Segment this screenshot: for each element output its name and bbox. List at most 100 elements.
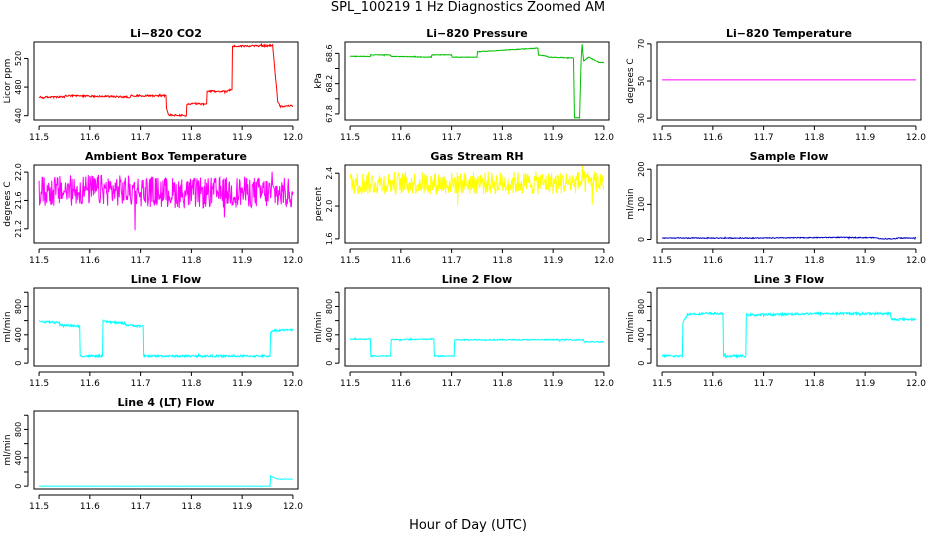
chart-panel-1: Li−820 CO2 Licor ppm 11.5 11.6 11.7 11.8 11.9 1…	[3, 27, 303, 143]
x-tick-label: 11.5	[29, 133, 49, 143]
x-tick-label: 11.8	[492, 133, 512, 143]
y-tick-label: 800	[14, 422, 23, 437]
data-series-line	[349, 336, 605, 358]
x-tick-label: 12.0	[283, 256, 303, 266]
data-series-line	[661, 310, 917, 359]
x-tick-label: 11.8	[492, 379, 512, 389]
plot-frame	[33, 287, 299, 367]
x-tick-label: 11.8	[181, 379, 201, 389]
x-tick-label: 11.7	[131, 502, 151, 512]
x-tick-label: 11.6	[703, 256, 723, 266]
figure-title: SPL_100219 1 Hz Diagnostics Zoomed AM	[330, 0, 606, 15]
x-tick-label: 11.6	[703, 133, 723, 143]
x-tick-label: 11.6	[80, 256, 100, 266]
x-tick-label: 12.0	[283, 379, 303, 389]
y-axis-label: degrees C	[626, 58, 636, 103]
y-tick-label: 2.0	[325, 200, 334, 213]
x-tick-label: 12.0	[906, 379, 926, 389]
data-series-line	[349, 166, 605, 206]
y-tick-label: 50	[637, 76, 646, 86]
x-tick-label: 11.5	[340, 256, 360, 266]
y-tick-label: 400	[14, 327, 23, 342]
y-tick-label: 200	[637, 162, 646, 177]
x-tick-label: 11.9	[855, 379, 875, 389]
y-tick-label: 67.8	[325, 105, 334, 123]
y-axis-label: ml/min	[314, 311, 324, 342]
y-tick-label: 70	[637, 39, 646, 49]
x-tick-label: 12.0	[906, 133, 926, 143]
y-tick-label: 520	[14, 51, 23, 66]
y-axis-label: Licor ppm	[3, 59, 13, 104]
chart-panel-10: Line 4 (LT) Flow ml/min 11.5 11.6 11.7 11.8 11…	[3, 396, 303, 512]
x-tick-label: 11.8	[492, 256, 512, 266]
y-tick-label: 0	[637, 237, 646, 242]
x-tick-label: 11.5	[29, 502, 49, 512]
chart-title: Line 2 Flow	[442, 273, 512, 286]
x-tick-label: 11.7	[442, 379, 462, 389]
chart-title: Line 3 Flow	[754, 273, 824, 286]
plot-frame	[33, 164, 299, 244]
plot-frame	[656, 287, 922, 367]
x-tick-label: 11.7	[442, 256, 462, 266]
data-series-line	[39, 474, 293, 487]
y-tick-label: 0	[14, 484, 23, 489]
chart-panel-3: Li−820 Temperature degrees C 11.5 11.6 11.7 1…	[626, 27, 926, 143]
chart-title: Line 4 (LT) Flow	[118, 396, 215, 409]
x-tick-label: 12.0	[906, 256, 926, 266]
x-tick-label: 11.5	[652, 133, 672, 143]
chart-panel-9: Line 3 Flow ml/min 11.5 11.6 11.7 11.8 11.9 12.…	[626, 273, 926, 389]
plot-frame	[656, 164, 922, 244]
y-tick-label: 800	[637, 299, 646, 314]
y-axis-label: percent	[314, 186, 324, 221]
chart-panel-2: Li−820 Pressure kPa 11.5 11.6 11.7 11.8 11.9 12…	[314, 27, 614, 143]
data-series-line	[38, 171, 294, 231]
x-tick-label: 11.9	[232, 502, 252, 512]
x-tick-label: 11.9	[543, 379, 563, 389]
x-tick-label: 11.6	[391, 256, 411, 266]
chart-title: Sample Flow	[750, 150, 829, 163]
x-tick-label: 11.9	[232, 379, 252, 389]
y-axis-label: ml/min	[626, 188, 636, 219]
x-tick-label: 11.8	[181, 256, 201, 266]
y-tick-label: 0	[14, 361, 23, 366]
y-tick-label: 2.4	[325, 167, 334, 180]
x-tick-label: 11.7	[131, 133, 151, 143]
x-tick-label: 11.6	[391, 379, 411, 389]
plot-frame	[344, 287, 610, 367]
y-tick-label: 21.2	[14, 220, 23, 238]
y-tick-label: 440	[14, 108, 23, 123]
y-tick-label: 22.0	[14, 163, 23, 181]
x-tick-label: 11.9	[232, 133, 252, 143]
x-tick-label: 11.7	[754, 379, 774, 389]
x-tick-label: 11.6	[703, 379, 723, 389]
chart-panel-8: Line 2 Flow ml/min 11.5 11.6 11.7 11.8 11.9 12.…	[314, 273, 614, 389]
y-axis-label: degrees C	[3, 181, 13, 226]
x-tick-label: 11.9	[232, 256, 252, 266]
x-tick-label: 11.9	[543, 133, 563, 143]
y-axis-label: kPa	[314, 73, 324, 89]
y-tick-label: 800	[325, 299, 334, 314]
plot-frame	[344, 41, 610, 121]
figure-x-axis-label: Hour of Day (UTC)	[409, 518, 527, 533]
data-series-line	[349, 44, 605, 119]
y-tick-label: 480	[14, 79, 23, 94]
y-axis-label: ml/min	[3, 311, 13, 342]
y-axis-label: ml/min	[626, 311, 636, 342]
y-tick-label: 0	[325, 361, 334, 366]
x-tick-label: 11.7	[754, 256, 774, 266]
plot-frame	[656, 41, 922, 121]
x-tick-label: 11.9	[543, 256, 563, 266]
y-tick-label: 800	[14, 299, 23, 314]
x-tick-label: 11.6	[80, 379, 100, 389]
x-tick-label: 11.8	[181, 133, 201, 143]
plot-frame	[344, 164, 610, 244]
y-tick-label: 100	[637, 197, 646, 212]
chart-title: Li−820 CO2	[130, 27, 202, 40]
plot-frame	[33, 410, 299, 490]
chart-title: Gas Stream RH	[430, 150, 523, 163]
x-tick-label: 11.7	[754, 133, 774, 143]
y-tick-label: 400	[325, 327, 334, 342]
x-tick-label: 11.5	[652, 379, 672, 389]
x-tick-label: 11.7	[131, 379, 151, 389]
